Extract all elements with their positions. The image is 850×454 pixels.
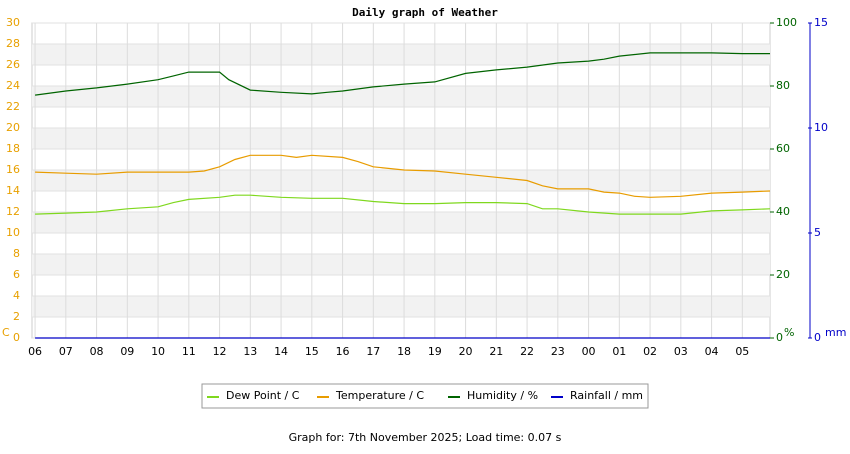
x-tick-label: 04 <box>705 345 719 358</box>
x-tick-label: 01 <box>612 345 626 358</box>
x-tick-label: 22 <box>520 345 534 358</box>
y-tick-label: 26 <box>6 58 20 71</box>
legend-label: Temperature / C <box>335 389 424 402</box>
x-tick-label: 03 <box>674 345 688 358</box>
x-tick-label: 23 <box>551 345 565 358</box>
y2-tick-label: 80 <box>776 79 790 92</box>
y-tick-label: 10 <box>6 226 20 239</box>
x-tick-label: 12 <box>213 345 227 358</box>
legend-label: Humidity / % <box>467 389 538 402</box>
y2-tick-label: 60 <box>776 142 790 155</box>
legend-label: Dew Point / C <box>226 389 300 402</box>
y3-tick-label: 0 <box>814 331 821 344</box>
y-tick-label: 2 <box>13 310 20 323</box>
y-tick-label: 28 <box>6 37 20 50</box>
x-tick-label: 14 <box>274 345 288 358</box>
y-tick-label: 12 <box>6 205 20 218</box>
grid-band <box>32 254 770 275</box>
y-tick-label: 22 <box>6 100 20 113</box>
y-tick-label: 16 <box>6 163 20 176</box>
legend-label: Rainfall / mm <box>570 389 643 402</box>
legend-box <box>201 383 649 409</box>
y2-tick-label: 0 <box>776 331 783 344</box>
y2-axis-label: % <box>784 326 794 339</box>
x-tick-label: 19 <box>428 345 442 358</box>
y2-tick-label: 100 <box>776 16 797 29</box>
y-tick-label: 24 <box>6 79 20 92</box>
x-tick-label: 06 <box>28 345 42 358</box>
y3-axis-label: mm <box>825 326 846 339</box>
chart-title: Daily graph of Weather <box>352 6 498 19</box>
x-tick-label: 18 <box>397 345 411 358</box>
y-tick-label: 6 <box>13 268 20 281</box>
y2-tick-label: 20 <box>776 268 790 281</box>
x-tick-label: 08 <box>90 345 104 358</box>
y-axis-label: C <box>2 326 10 339</box>
series-line <box>35 52 770 96</box>
footer: Graph for: 7th November 2025; Load time:… <box>289 431 562 444</box>
y-tick-label: 14 <box>6 184 20 197</box>
x-tick-label: 11 <box>182 345 196 358</box>
x-tick-label: 16 <box>336 345 350 358</box>
y-tick-label: 4 <box>13 289 20 302</box>
grid-band <box>32 212 770 233</box>
y3-tick-label: 15 <box>814 16 828 29</box>
x-tick-label: 13 <box>243 345 257 358</box>
x-tick-label: 09 <box>120 345 134 358</box>
y2-tick-label: 40 <box>776 205 790 218</box>
y-tick-label: 20 <box>6 121 20 134</box>
grid-band <box>32 128 770 149</box>
grid-band <box>32 86 770 107</box>
x-tick-label: 05 <box>735 345 749 358</box>
x-tick-label: 10 <box>151 345 165 358</box>
y-tick-label: 30 <box>6 16 20 29</box>
series-line <box>35 194 771 215</box>
y3-tick-label: 5 <box>814 226 821 239</box>
x-tick-label: 00 <box>582 345 596 358</box>
x-tick-label: 15 <box>305 345 319 358</box>
series-line <box>35 154 771 198</box>
x-tick-label: 21 <box>489 345 503 358</box>
x-tick-label: 20 <box>459 345 473 358</box>
y-tick-label: 8 <box>13 247 20 260</box>
x-tick-label: 17 <box>366 345 380 358</box>
grid-band <box>32 44 770 65</box>
y-tick-label: 18 <box>6 142 20 155</box>
x-tick-label: 07 <box>59 345 73 358</box>
grid-band <box>32 170 770 191</box>
y-tick-label: 0 <box>13 331 20 344</box>
x-tick-label: 02 <box>643 345 657 358</box>
y3-tick-label: 10 <box>814 121 828 134</box>
grid-band <box>32 296 770 317</box>
